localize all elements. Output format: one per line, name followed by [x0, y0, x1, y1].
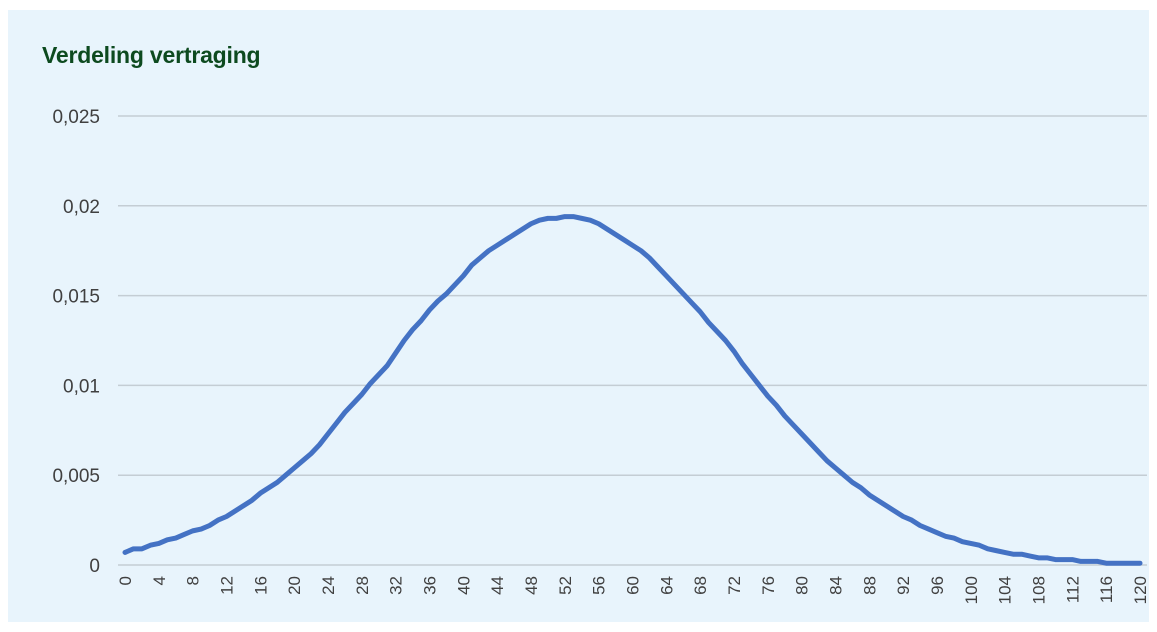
- x-tick-label: 100: [962, 576, 981, 604]
- x-tick-label: 32: [387, 576, 406, 595]
- y-tick-label: 0,02: [63, 197, 100, 218]
- gridlines: [118, 115, 1147, 566]
- x-tick-label: 120: [1131, 576, 1150, 604]
- x-tick-label: 0: [116, 576, 135, 585]
- y-axis-tick-labels: 0 0,005 0,01 0,015 0,02 0,025: [52, 107, 100, 577]
- x-tick-label: 24: [319, 576, 338, 595]
- x-tick-label: 60: [624, 576, 643, 595]
- x-tick-label: 80: [793, 576, 812, 595]
- x-tick-label: 92: [894, 576, 913, 595]
- x-tick-label: 84: [827, 576, 846, 595]
- y-tick-label: 0,01: [63, 376, 100, 397]
- x-tick-label: 8: [184, 576, 203, 585]
- series-line: [122, 214, 1143, 566]
- x-tick-label: 12: [218, 576, 237, 595]
- chart-title: Verdeling vertraging: [42, 42, 261, 68]
- x-tick-label: 40: [454, 576, 473, 595]
- x-tick-label: 88: [860, 576, 879, 595]
- x-tick-label: 28: [353, 576, 372, 595]
- x-tick-label: 104: [996, 576, 1015, 604]
- x-tick-label: 56: [590, 576, 609, 595]
- y-tick-label: 0,005: [52, 466, 100, 487]
- y-tick-label: 0: [89, 556, 100, 577]
- x-tick-label: 64: [657, 576, 676, 595]
- x-tick-label: 52: [556, 576, 575, 595]
- x-tick-label: 72: [725, 576, 744, 595]
- x-tick-label: 76: [759, 576, 778, 595]
- x-tick-label: 96: [928, 576, 947, 595]
- x-tick-label: 48: [522, 576, 541, 595]
- x-axis-tick-labels: 0 4 8 12 16 20 24 28 32 36 40 44 48 52 56 60 64 68 72 76 80 8…: [116, 576, 1150, 604]
- x-tick-label: 16: [251, 576, 270, 595]
- x-tick-label: 112: [1063, 576, 1082, 603]
- x-tick-label: 20: [285, 576, 304, 595]
- y-tick-label: 0,015: [52, 287, 100, 308]
- x-tick-label: 44: [488, 576, 507, 595]
- chart-card: Verdeling vertraging 0 0,005 0,01 0,015 0,02…: [8, 10, 1150, 622]
- x-tick-label: 116: [1097, 576, 1116, 603]
- x-tick-label: 108: [1030, 576, 1049, 604]
- x-tick-label: 36: [421, 576, 440, 595]
- x-tick-label: 68: [691, 576, 710, 595]
- y-tick-label: 0,025: [52, 107, 100, 128]
- x-tick-label: 4: [150, 576, 169, 585]
